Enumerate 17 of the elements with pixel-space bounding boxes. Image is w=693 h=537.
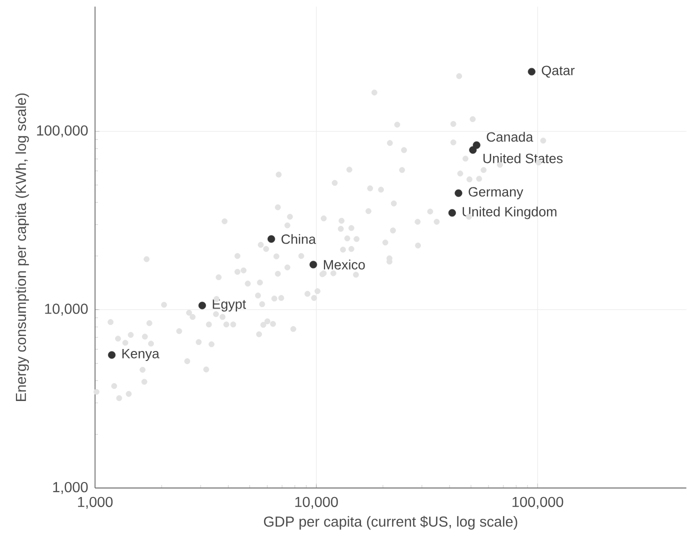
annotation: Egypt xyxy=(212,299,246,312)
y-tick-label: 10,000 xyxy=(45,304,88,316)
annotation: United States xyxy=(483,153,563,164)
annotation: United Kingdom xyxy=(462,206,556,220)
y-axis-title: Energy consumption per capita (KWh, log scale) xyxy=(15,93,29,401)
annotation: Germany xyxy=(468,186,524,200)
annotation: Qatar xyxy=(542,66,575,78)
x-axis-title: GDP per capita (current $US, log scale) xyxy=(264,516,518,530)
annotation: China xyxy=(282,234,316,244)
y-tick-label: 1,000 xyxy=(53,482,88,494)
x-tick-label: 1,000 xyxy=(78,496,113,509)
x-tick-label: 100,000 xyxy=(512,496,564,509)
annotation: Mexico xyxy=(324,260,365,270)
y-tick-label: 100,000 xyxy=(37,125,88,138)
x-tick-label: 10,000 xyxy=(295,496,338,509)
annotation: Canada xyxy=(486,132,534,142)
annotation: Kenya xyxy=(122,348,160,361)
